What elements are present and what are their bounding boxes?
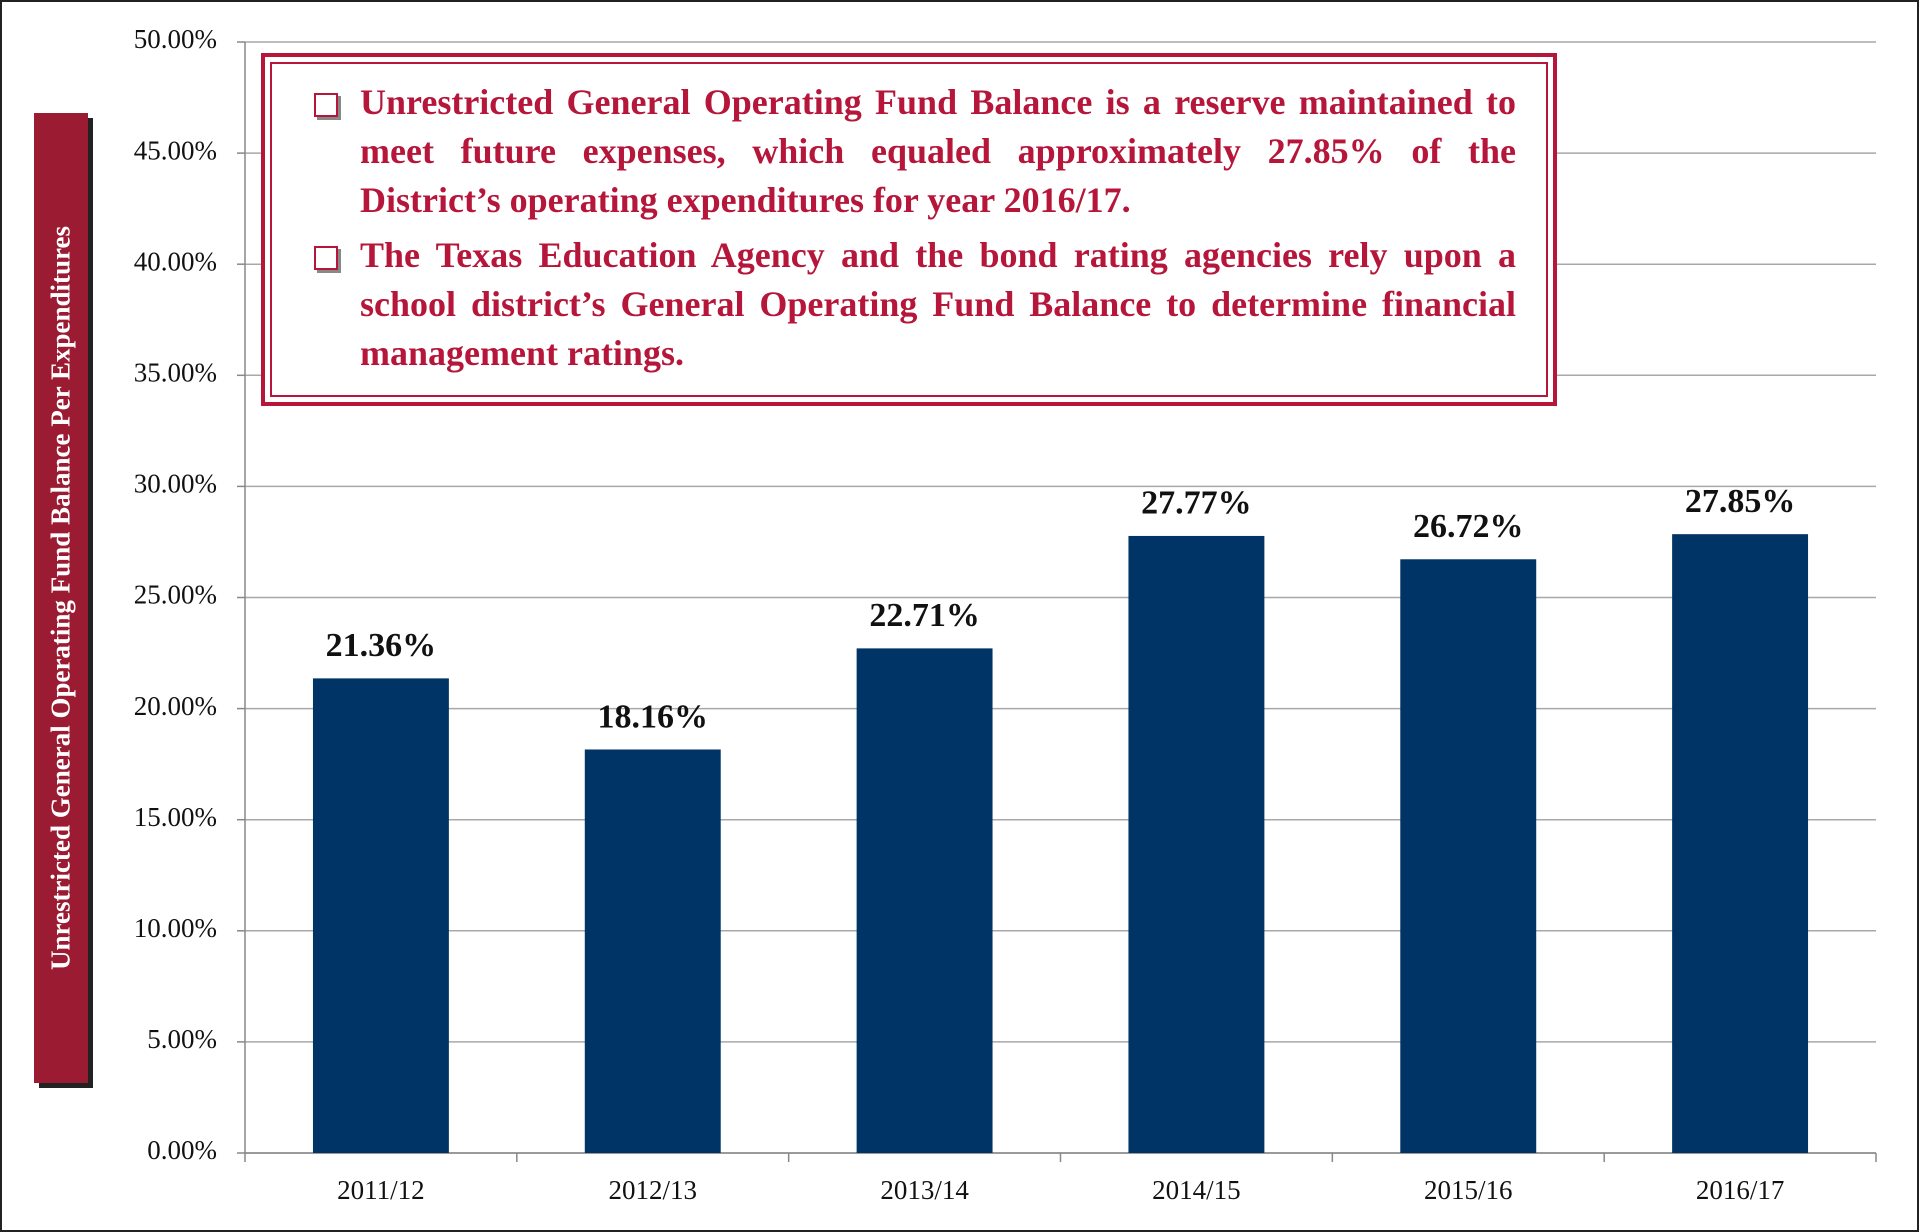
x-tick-label: 2013/14 — [880, 1175, 969, 1205]
value-label: 22.71% — [869, 597, 980, 634]
annotation-text: The Texas Education Agency and the bond … — [360, 235, 1516, 373]
annotation-box: Unrestricted General Operating Fund Bala… — [261, 53, 1557, 406]
value-label: 26.72% — [1413, 508, 1524, 545]
bar — [1400, 559, 1537, 1153]
y-axis-label-box: Unrestricted General Operating Fund Bala… — [34, 113, 88, 1083]
y-tick-label: 40.00% — [134, 246, 217, 276]
x-tick-label: 2016/17 — [1696, 1175, 1785, 1205]
y-tick-label: 25.00% — [134, 580, 217, 610]
y-tick-label: 45.00% — [134, 135, 217, 165]
y-tick-label: 35.00% — [134, 358, 217, 388]
value-label: 18.16% — [598, 698, 709, 735]
value-label: 21.36% — [326, 627, 437, 664]
bar — [312, 678, 449, 1153]
annotation-text: Unrestricted General Operating Fund Bala… — [360, 82, 1516, 220]
y-tick-label: 15.00% — [134, 802, 217, 832]
value-label: 27.85% — [1685, 483, 1796, 520]
y-tick-label: 5.00% — [147, 1024, 217, 1054]
x-tick-label: 2014/15 — [1152, 1175, 1241, 1205]
value-label: 27.77% — [1141, 485, 1252, 522]
y-tick-label: 30.00% — [134, 469, 217, 499]
bullet — [314, 246, 338, 270]
bar — [1128, 535, 1265, 1153]
y-tick-label: 10.00% — [134, 913, 217, 943]
y-axis-label: Unrestricted General Operating Fund Bala… — [45, 226, 76, 970]
x-tick-label: 2012/13 — [608, 1175, 697, 1205]
x-tick-label: 2015/16 — [1424, 1175, 1513, 1205]
annotation: The Texas Education Agency and the bond … — [310, 231, 1516, 378]
bar — [1672, 534, 1809, 1153]
y-tick-label: 20.00% — [134, 691, 217, 721]
bullet — [314, 93, 338, 117]
annotation-inner: Unrestricted General Operating Fund Bala… — [270, 62, 1548, 397]
bar — [584, 749, 721, 1153]
y-tick-label: 0.00% — [147, 1135, 217, 1165]
x-tick-label: 2011/12 — [337, 1175, 425, 1205]
y-tick-label: 50.00% — [134, 24, 217, 54]
annotation: Unrestricted General Operating Fund Bala… — [310, 78, 1516, 225]
bar — [856, 648, 993, 1153]
